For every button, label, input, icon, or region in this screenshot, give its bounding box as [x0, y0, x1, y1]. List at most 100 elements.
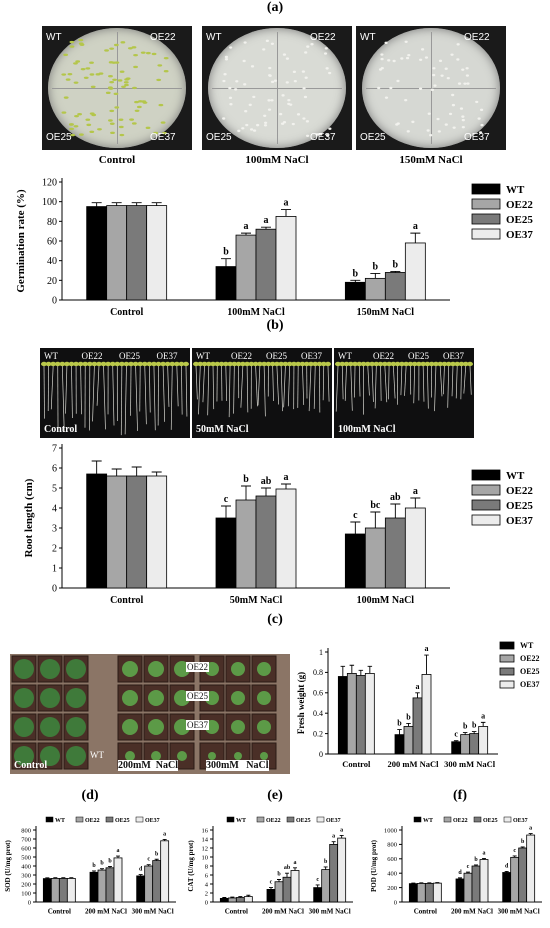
- legend-label: OE37: [520, 680, 540, 689]
- root-genotype-label: OE25: [266, 351, 287, 361]
- bar: [274, 881, 284, 903]
- error-bar: [269, 887, 273, 890]
- bar: [160, 840, 170, 903]
- y-axis-label: SOD (U/mg prot): [4, 840, 12, 892]
- error-bar: [528, 833, 533, 836]
- root-photo: WT OE22 OE25 OE37 100mM NaCl: [334, 348, 474, 438]
- error-bar: [281, 209, 291, 217]
- category-label: 200 mM NaCl: [262, 908, 304, 916]
- bar: [502, 872, 512, 903]
- legend-label: OE37: [326, 818, 341, 824]
- error-bar: [370, 273, 381, 279]
- error-bar: [424, 654, 429, 675]
- y-tick-label: 0.2: [313, 729, 323, 738]
- significance-letter: ab: [261, 476, 272, 487]
- error-bar: [474, 864, 478, 866]
- bar: [404, 507, 426, 589]
- rosette-row-label: WT: [90, 750, 104, 760]
- error-bar: [61, 877, 66, 879]
- root-genotype-label: OE22: [231, 351, 252, 361]
- bar: [451, 741, 462, 755]
- error-bar: [504, 870, 509, 873]
- error-bar: [458, 877, 462, 879]
- y-tick-label: 0: [394, 899, 397, 906]
- root-genotype-label: OE22: [81, 351, 103, 361]
- plate-genotype-label: OE37: [464, 132, 490, 143]
- plate-genotype-label: OE22: [310, 32, 336, 43]
- bar: [412, 697, 423, 755]
- legend-label: OE37: [506, 229, 533, 241]
- panel-label-c: (c): [267, 612, 283, 627]
- significance-letter: a: [244, 221, 249, 232]
- significance-letter: a: [425, 644, 429, 653]
- y-tick-label: 0.4: [313, 709, 323, 718]
- error-bar: [91, 202, 102, 207]
- significance-letter: d: [139, 867, 143, 873]
- bar: [478, 726, 489, 755]
- legend-swatch: [471, 183, 501, 195]
- bar: [321, 869, 331, 903]
- error-bar: [108, 866, 112, 868]
- significance-letter: a: [481, 711, 485, 720]
- significance-letter: b: [324, 859, 328, 865]
- error-bar: [512, 855, 517, 858]
- root-photo: WT OE22 OE25 OE37 50mM NaCl: [192, 348, 332, 438]
- panel-label-a: (a): [266, 0, 284, 15]
- dish-divider: [52, 88, 182, 89]
- bar: [518, 847, 528, 903]
- legend-swatch: [499, 654, 515, 663]
- category-label: 300 mM NaCl: [309, 908, 351, 916]
- error-bar: [246, 894, 251, 897]
- error-bar: [222, 897, 227, 899]
- bar: [66, 878, 76, 903]
- error-bar: [339, 834, 344, 839]
- significance-letter: c: [270, 880, 273, 886]
- bar: [526, 834, 536, 903]
- root-genotype-label: WT: [44, 351, 58, 361]
- category-label: Control: [342, 759, 371, 769]
- y-tick-label: 800: [387, 842, 397, 849]
- bar: [113, 857, 123, 903]
- rosette-condition-label: 300mM NaCl: [206, 760, 269, 771]
- bar: [408, 883, 418, 903]
- roots: [335, 361, 473, 415]
- y-tick-label: 1: [52, 564, 57, 575]
- error-bar: [323, 866, 328, 870]
- significance-letter: b: [397, 719, 402, 728]
- bar: [106, 475, 128, 589]
- bar: [235, 234, 257, 301]
- legend-swatch: [499, 641, 515, 650]
- dish-divider: [366, 88, 496, 89]
- error-bar: [241, 232, 251, 236]
- error-bar: [111, 202, 122, 206]
- error-bar: [466, 871, 470, 874]
- legend-swatch: [471, 228, 501, 240]
- panel-label-d: (d): [81, 788, 99, 803]
- error-bar: [293, 867, 297, 871]
- significance-letter: b: [108, 858, 112, 864]
- significance-letter: c: [467, 864, 470, 870]
- legend-swatch: [75, 816, 84, 823]
- legend-label: OE25: [520, 667, 540, 676]
- significance-letter: a: [264, 215, 269, 226]
- significance-letter: b: [243, 474, 249, 485]
- error-bar: [53, 877, 58, 879]
- legend-swatch: [316, 816, 325, 823]
- error-bar: [221, 505, 231, 518]
- category-label: 300 mM NaCl: [498, 908, 540, 916]
- significance-letter: b: [277, 872, 281, 878]
- bar: [421, 674, 432, 755]
- significance-letter: c: [224, 494, 229, 505]
- bar: [106, 205, 128, 301]
- significance-letter: b: [100, 861, 104, 867]
- significance-letter: b: [92, 863, 96, 869]
- bar: [313, 887, 323, 903]
- error-bar: [154, 858, 159, 861]
- y-tick-label: 20: [47, 276, 57, 287]
- legend-swatch: [135, 816, 144, 823]
- sod-chart: 0 100 200 300 400 500 600 700 800 SOD (U/mg prot)…: [4, 816, 176, 916]
- y-tick-label: 100: [21, 890, 31, 897]
- bar: [86, 473, 108, 589]
- error-bar: [480, 721, 486, 727]
- legend-label: WT: [520, 641, 534, 650]
